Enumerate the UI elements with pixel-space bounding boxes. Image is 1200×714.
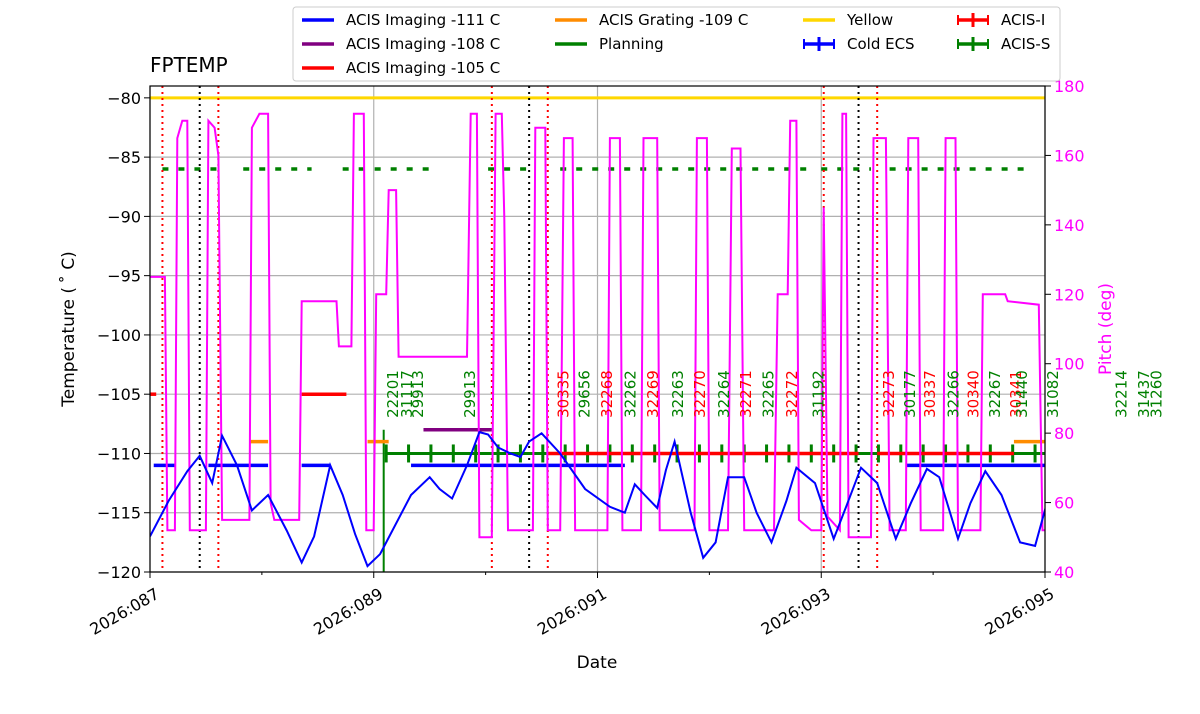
obsid-label: 32266 [945,370,963,418]
x-axis: 2026:087 2026:089 2026:091 2026:093 2026:095 [87,572,1058,639]
fptemp-line [150,430,1045,568]
y-tick-label: −100 [97,326,141,345]
x-axis-title: Date [577,653,618,673]
y-axis-left: −80 −85 −90 −95 −100 −105 −110 −115 −120 [97,89,150,582]
y-tick-label: −85 [107,148,141,167]
obsid-label: 30177 [901,370,919,418]
obsid-label: 32267 [986,370,1004,418]
obsid-label: 32263 [669,370,687,418]
y-tick-label: −120 [97,563,141,582]
y2-tick-label: 100 [1054,355,1085,374]
obsid-label: 31440 [1013,370,1031,418]
y2-axis-title: Pitch (deg) [1096,283,1116,375]
y2-tick-label: 120 [1054,285,1085,304]
obsid-label: 31192 [809,370,827,418]
y-axis-title: Temperature ( ˚ C) [58,251,79,408]
obsid-label: 30340 [965,370,983,418]
y-tick-label: −90 [107,207,141,226]
obsid-label: 30335 [554,370,572,418]
pitch-line [150,112,1045,539]
y2-tick-label: 40 [1054,563,1074,582]
obsid-label: 32270 [691,370,709,418]
y-tick-label: −95 [107,267,141,286]
legend-label: ACIS Imaging -108 C [346,35,500,53]
y-axis-right: 40 60 80 100 120 140 160 180 [1045,77,1085,582]
y2-tick-label: 140 [1054,216,1085,235]
legend-label: Planning [599,35,664,53]
obsid-label: 32271 [737,370,755,418]
obsid-label: 29913 [461,370,479,418]
y-tick-label: −110 [97,444,141,463]
plot-area [150,86,1045,572]
y2-tick-label: 80 [1054,424,1074,443]
obsid-label: 32269 [644,370,662,418]
x-tick-label: 2026:093 [758,584,834,639]
obsid-label: 29913 [409,370,427,418]
obsid-label: 22201 [384,370,402,418]
x-tick-label: 2026:095 [982,584,1058,639]
chart-title: FPTEMP [150,53,228,77]
obsid-label: 30341 [1007,370,1025,418]
obsid-label: 31437 [1135,370,1153,418]
legend-label: Cold ECS [847,35,915,53]
legend-label: ACIS Imaging -105 C [346,59,500,77]
y-tick-label: −115 [97,504,141,523]
legend-box [292,6,1061,82]
legend-label: ACIS-S [1001,35,1050,53]
y2-tick-label: 160 [1054,146,1085,165]
obsid-label: 32268 [598,370,616,418]
legend: ACIS Imaging -111 C ACIS Imaging -108 C AC… [292,6,1061,82]
obsid-label: 31082 [1044,370,1062,418]
obsid-label: 30337 [921,370,939,418]
legend-label: Yellow [846,11,893,29]
x-tick-label: 2026:087 [87,584,163,639]
obsid-label: 32262 [622,370,640,418]
y2-tick-label: 60 [1054,494,1074,513]
y-tick-label: −80 [107,89,141,108]
legend-label: ACIS Imaging -111 C [346,11,500,29]
obsid-label: 31117 [398,370,416,418]
obsid-label: 29656 [576,370,594,418]
obsid-label: 31260 [1147,370,1165,418]
y-tick-label: −105 [97,385,141,404]
obsid-label: 32272 [783,370,801,418]
obsid-label: 32273 [880,370,898,418]
obsid-label: 32264 [715,370,733,418]
x-tick-label: 2026:089 [310,584,386,639]
obsid-label: 32265 [760,370,778,418]
x-tick-label: 2026:091 [534,584,610,639]
obsid-label: 32214 [1113,370,1131,418]
legend-label: ACIS Grating -109 C [599,11,748,29]
legend-label: ACIS-I [1001,11,1045,29]
y2-tick-label: 180 [1054,77,1085,96]
